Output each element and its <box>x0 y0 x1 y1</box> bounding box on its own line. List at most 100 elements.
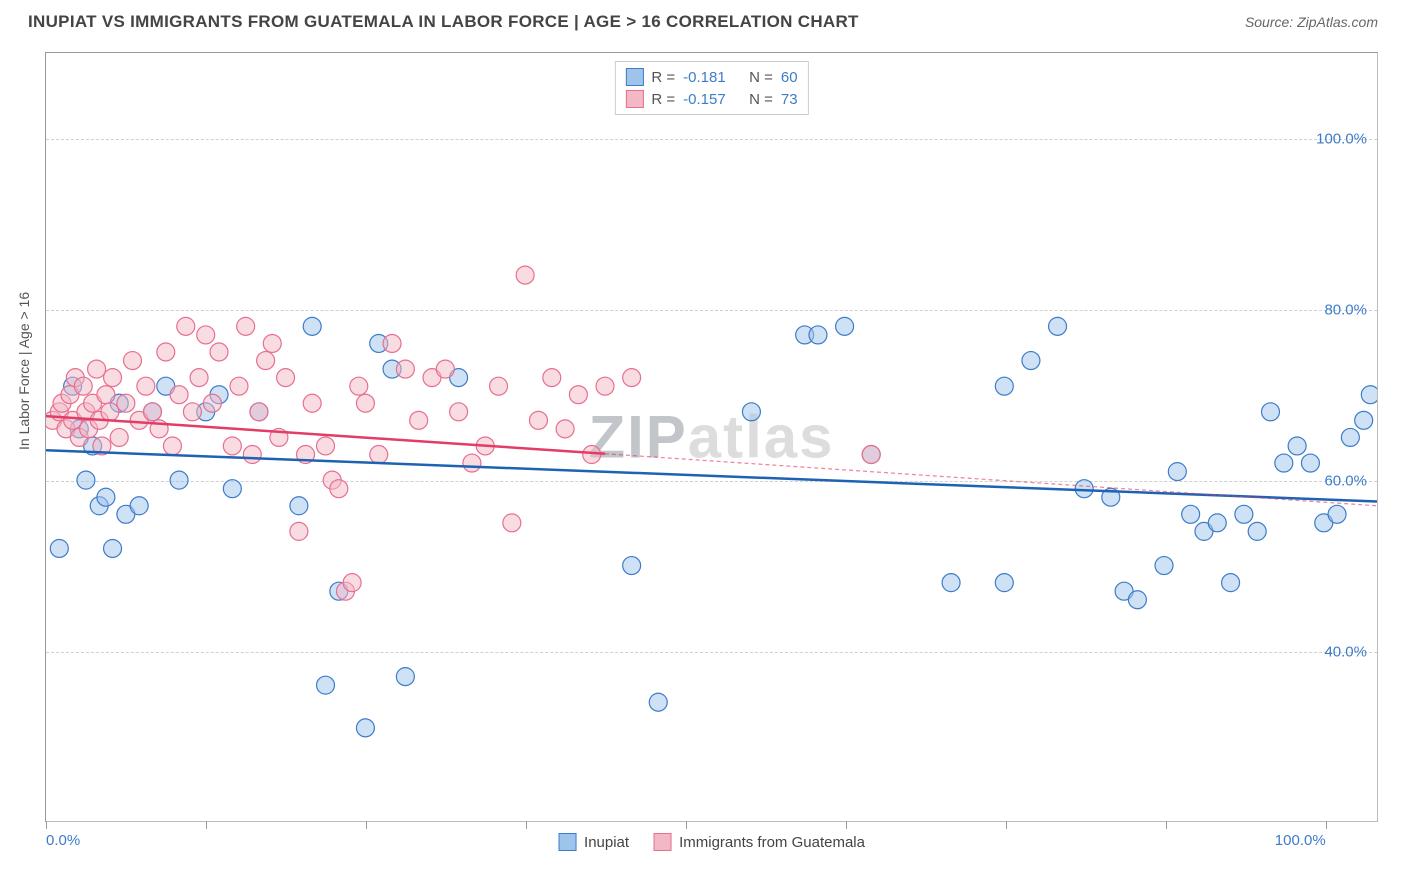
x-tick <box>46 821 47 829</box>
n-value: 73 <box>781 91 798 108</box>
data-point <box>623 369 641 387</box>
data-point <box>1301 454 1319 472</box>
scatter-plot <box>46 53 1377 822</box>
data-point <box>290 497 308 515</box>
chart-title: INUPIAT VS IMMIGRANTS FROM GUATEMALA IN … <box>28 12 859 32</box>
legend-swatch <box>625 90 643 108</box>
data-point <box>230 377 248 395</box>
chart-area: ZIPatlas R =-0.181N =60R =-0.157N =73 40… <box>45 52 1378 822</box>
data-point <box>1155 557 1173 575</box>
data-point <box>303 317 321 335</box>
x-tick-label: 0.0% <box>46 832 80 849</box>
data-point <box>1022 352 1040 370</box>
data-point <box>197 326 215 344</box>
data-point <box>503 514 521 532</box>
data-point <box>257 352 275 370</box>
regression-line-extrapolated <box>605 454 1377 506</box>
data-point <box>649 693 667 711</box>
x-tick <box>1326 821 1327 829</box>
x-tick <box>366 821 367 829</box>
data-point <box>223 437 241 455</box>
n-label: N = <box>749 69 773 86</box>
data-point <box>1275 454 1293 472</box>
data-point <box>117 394 135 412</box>
data-point <box>330 480 348 498</box>
data-point <box>74 377 92 395</box>
data-point <box>516 266 534 284</box>
data-point <box>596 377 614 395</box>
data-point <box>237 317 255 335</box>
data-point <box>396 668 414 686</box>
data-point <box>1049 317 1067 335</box>
x-tick <box>526 821 527 829</box>
data-point <box>742 403 760 421</box>
r-value: -0.181 <box>683 69 741 86</box>
legend-label: Inupiat <box>584 834 629 851</box>
data-point <box>210 343 228 361</box>
data-point <box>383 334 401 352</box>
data-point <box>317 676 335 694</box>
legend-swatch <box>653 833 671 851</box>
n-value: 60 <box>781 69 798 86</box>
data-point <box>1355 411 1373 429</box>
legend-stat-row: R =-0.181N =60 <box>625 66 797 88</box>
data-point <box>250 403 268 421</box>
data-point <box>410 411 428 429</box>
data-point <box>356 719 374 737</box>
data-point <box>1222 574 1240 592</box>
x-tick-label: 100.0% <box>1275 832 1326 849</box>
data-point <box>350 377 368 395</box>
data-point <box>170 386 188 404</box>
legend-stats: R =-0.181N =60R =-0.157N =73 <box>614 61 808 115</box>
data-point <box>463 454 481 472</box>
data-point <box>124 352 142 370</box>
source-label: Source: ZipAtlas.com <box>1245 14 1378 30</box>
x-tick <box>686 821 687 829</box>
data-point <box>1075 480 1093 498</box>
data-point <box>995 574 1013 592</box>
data-point <box>569 386 587 404</box>
data-point <box>1182 505 1200 523</box>
r-label: R = <box>651 91 675 108</box>
data-point <box>1168 463 1186 481</box>
data-point <box>317 437 335 455</box>
data-point <box>88 360 106 378</box>
data-point <box>529 411 547 429</box>
data-point <box>450 403 468 421</box>
data-point <box>343 574 361 592</box>
data-point <box>110 428 128 446</box>
data-point <box>556 420 574 438</box>
data-point <box>290 522 308 540</box>
data-point <box>183 403 201 421</box>
data-point <box>623 557 641 575</box>
data-point <box>263 334 281 352</box>
data-point <box>1262 403 1280 421</box>
data-point <box>223 480 241 498</box>
data-point <box>50 539 68 557</box>
data-point <box>396 360 414 378</box>
data-point <box>490 377 508 395</box>
data-point <box>1208 514 1226 532</box>
data-point <box>243 446 261 464</box>
data-point <box>1128 591 1146 609</box>
data-point <box>995 377 1013 395</box>
legend-item: Immigrants from Guatemala <box>653 833 865 851</box>
x-tick <box>1006 821 1007 829</box>
x-tick <box>1166 821 1167 829</box>
data-point <box>157 343 175 361</box>
data-point <box>143 403 161 421</box>
data-point <box>1341 428 1359 446</box>
n-label: N = <box>749 91 773 108</box>
r-value: -0.157 <box>683 91 741 108</box>
data-point <box>1248 522 1266 540</box>
data-point <box>277 369 295 387</box>
data-point <box>356 394 374 412</box>
legend-label: Immigrants from Guatemala <box>679 834 865 851</box>
data-point <box>104 539 122 557</box>
data-point <box>370 446 388 464</box>
data-point <box>303 394 321 412</box>
data-point <box>137 377 155 395</box>
data-point <box>170 471 188 489</box>
x-tick <box>206 821 207 829</box>
data-point <box>836 317 854 335</box>
